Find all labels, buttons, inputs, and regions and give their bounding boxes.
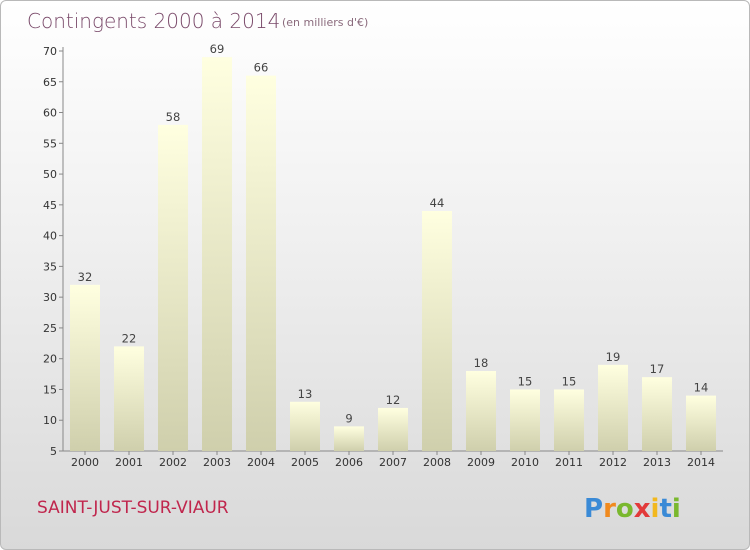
y-tick-label: 60 bbox=[43, 107, 57, 120]
data-label-2010: 15 bbox=[518, 374, 533, 388]
bar-2000 bbox=[70, 284, 100, 451]
data-label-2007: 12 bbox=[386, 393, 401, 407]
y-tick-label: 20 bbox=[43, 353, 57, 366]
bar-2011 bbox=[554, 389, 584, 451]
y-tick-label: 30 bbox=[43, 291, 57, 304]
x-tick-label-2010: 2010 bbox=[511, 456, 539, 469]
bar-2009 bbox=[466, 371, 496, 451]
bar-2001 bbox=[114, 346, 144, 451]
bar-2005 bbox=[290, 401, 320, 451]
data-label-2004: 66 bbox=[254, 61, 269, 75]
data-label-2003: 69 bbox=[210, 42, 225, 56]
logo-letter: x bbox=[634, 494, 651, 524]
x-tick-label-2003: 2003 bbox=[203, 456, 231, 469]
y-tick-label: 65 bbox=[43, 76, 57, 89]
chart-unit: (en milliers d'€) bbox=[282, 16, 368, 29]
data-label-2009: 18 bbox=[474, 356, 489, 370]
y-tick-label: 40 bbox=[43, 230, 57, 243]
logo-letter: o bbox=[616, 494, 634, 524]
chart-title: Contingents 2000 à 2014 bbox=[27, 9, 280, 33]
bar-2007 bbox=[378, 407, 408, 451]
bar-2010 bbox=[510, 389, 540, 451]
x-tick-label-2004: 2004 bbox=[247, 456, 275, 469]
data-label-2002: 58 bbox=[166, 110, 181, 124]
proxiti-logo: Proxiti bbox=[584, 494, 681, 524]
data-label-2001: 22 bbox=[122, 331, 137, 345]
bar-2006 bbox=[334, 426, 364, 451]
y-tick-label: 25 bbox=[43, 322, 57, 335]
bar-2012 bbox=[598, 364, 628, 451]
bar-2013 bbox=[642, 377, 672, 451]
logo-letter: r bbox=[603, 494, 616, 524]
y-tick-label: 5 bbox=[50, 445, 57, 458]
x-tick-label-2006: 2006 bbox=[335, 456, 363, 469]
logo-letter: i bbox=[651, 494, 660, 524]
bar-2003 bbox=[202, 57, 232, 452]
y-tick-label: 35 bbox=[43, 260, 57, 273]
data-label-2008: 44 bbox=[430, 196, 445, 210]
bar-2004 bbox=[246, 75, 276, 451]
logo-letter: i bbox=[672, 494, 681, 524]
axes: 5 10 15 20 25 30 35 40 45 50 55 60 65 70 bbox=[43, 45, 723, 458]
x-tick-label-2009: 2009 bbox=[467, 456, 495, 469]
y-tick-label: 10 bbox=[43, 414, 57, 427]
data-label-2000: 32 bbox=[78, 270, 93, 284]
x-tick-label-2005: 2005 bbox=[291, 456, 319, 469]
data-label-2014: 14 bbox=[694, 381, 709, 395]
y-tick-label: 45 bbox=[43, 199, 57, 212]
y-tick-label: 55 bbox=[43, 137, 57, 150]
bar-2002 bbox=[158, 124, 188, 451]
logo-letter: t bbox=[659, 494, 671, 524]
bar-2008 bbox=[422, 211, 452, 451]
data-label-2006: 9 bbox=[345, 411, 352, 425]
data-label-2013: 17 bbox=[650, 362, 665, 376]
y-tick-label: 70 bbox=[43, 45, 57, 58]
y-tick-label: 50 bbox=[43, 168, 57, 181]
x-tick-label-2007: 2007 bbox=[379, 456, 407, 469]
x-tick-label-2014: 2014 bbox=[687, 456, 715, 469]
x-tick-label-2000: 2000 bbox=[71, 456, 99, 469]
data-label-2012: 19 bbox=[606, 350, 621, 364]
bars: 32 22 58 69 66 13 9 12 44 18 15 15 19 17 14 bbox=[70, 42, 716, 452]
data-label-2011: 15 bbox=[562, 374, 577, 388]
bar-2014 bbox=[686, 395, 716, 451]
x-tick-label-2011: 2011 bbox=[555, 456, 583, 469]
x-tick-label-2001: 2001 bbox=[115, 456, 143, 469]
x-tick-labels: 2000 2001 2002 2003 2004 2005 2006 2007 2008 2009… bbox=[71, 456, 715, 469]
commune-name: SAINT-JUST-SUR-VIAUR bbox=[37, 498, 229, 518]
data-label-2005: 13 bbox=[298, 387, 313, 401]
logo-letter: P bbox=[584, 494, 603, 524]
x-tick-label-2002: 2002 bbox=[159, 456, 187, 469]
x-tick-label-2012: 2012 bbox=[599, 456, 627, 469]
y-tick-label: 15 bbox=[43, 383, 57, 396]
x-tick-label-2008: 2008 bbox=[423, 456, 451, 469]
x-tick-label-2013: 2013 bbox=[643, 456, 671, 469]
